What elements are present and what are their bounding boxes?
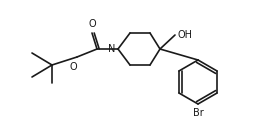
Text: N: N [108, 44, 115, 54]
Text: Br: Br [193, 108, 203, 118]
Text: O: O [88, 19, 96, 29]
Text: OH: OH [177, 30, 192, 40]
Text: O: O [69, 62, 77, 72]
